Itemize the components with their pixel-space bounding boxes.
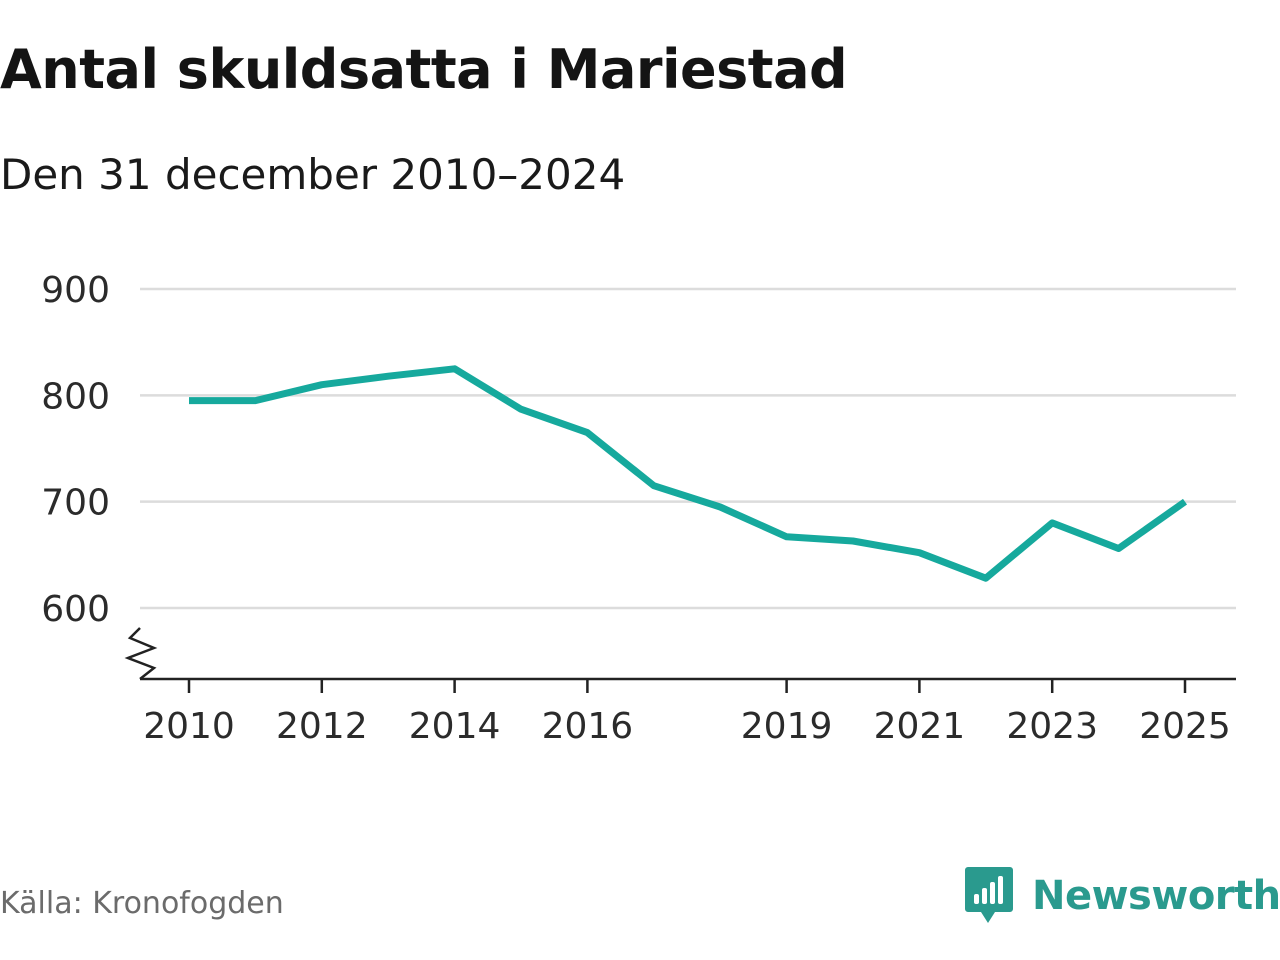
chart-title: Antal skuldsatta i Mariestad	[0, 38, 848, 101]
y-tick-label-600: 600	[41, 589, 110, 630]
y-tick-label-900: 900	[41, 270, 110, 311]
y-tick-label-800: 800	[41, 376, 110, 417]
x-tick-label-2019: 2019	[741, 706, 833, 747]
x-tick-label-2010: 2010	[143, 706, 235, 747]
x-tick-label-2016: 2016	[542, 706, 634, 747]
newsworthy-logo-icon	[965, 867, 1013, 923]
x-tick-label-2023: 2023	[1006, 706, 1098, 747]
source-note: Källa: Kronofogden	[0, 886, 284, 921]
x-tick-label-2021: 2021	[874, 706, 966, 747]
y-tick-label-700: 700	[41, 483, 110, 524]
series-line-0	[189, 365, 1188, 582]
x-tick-label-2012: 2012	[276, 706, 368, 747]
x-tick-label-2014: 2014	[409, 706, 501, 747]
axis-break-icon	[124, 627, 158, 680]
brand: Newsworthy	[964, 864, 1280, 928]
chart-subtitle: Den 31 december 2010–2024	[0, 150, 626, 199]
x-tick-label-2025: 2025	[1139, 706, 1231, 747]
brand-name: Newsworthy	[1032, 873, 1280, 919]
